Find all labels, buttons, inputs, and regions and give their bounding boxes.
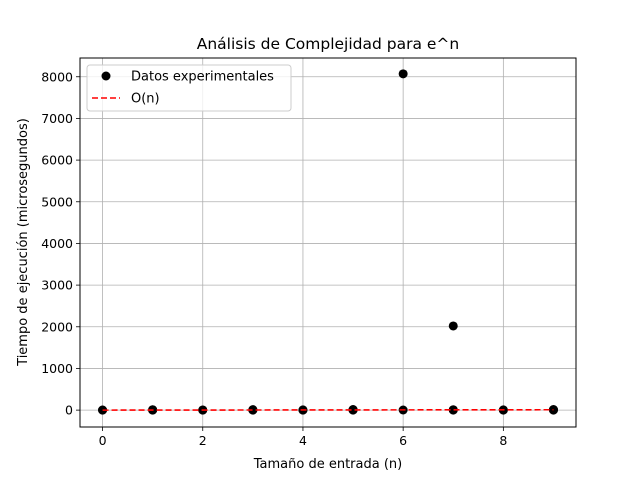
data-point (248, 405, 258, 415)
x-tick-label: 6 (399, 433, 407, 448)
y-axis: 0 1000 2000 3000 4000 5000 6000 7000 8000 (41, 69, 80, 418)
legend: Datos experimentales O(n) (86, 64, 292, 112)
x-axis-label: Tamaño de entrada (n) (253, 457, 402, 472)
data-point (448, 321, 458, 331)
y-axis-label: Tiempo de ejecución (microsegundos) (16, 118, 31, 367)
chart-title: Análisis de Complejidad para e^n (197, 35, 460, 53)
y-tick-label: 3000 (41, 278, 73, 293)
data-point (398, 69, 408, 79)
data-point (448, 405, 458, 415)
y-tick-label: 6000 (41, 153, 73, 168)
plot-area (80, 58, 576, 427)
y-tick-label: 0 (65, 403, 73, 418)
y-tick-label: 1000 (41, 361, 73, 376)
data-point (348, 404, 358, 414)
legend-marker-datos (101, 71, 111, 81)
x-tick-label: 2 (199, 433, 207, 448)
legend-label-datos: Datos experimentales (131, 70, 274, 85)
grid-lines (80, 58, 576, 427)
x-tick-label: 8 (499, 433, 507, 448)
y-tick-label: 2000 (41, 319, 73, 334)
y-tick-label: 7000 (41, 111, 73, 126)
plot-frame (79, 57, 577, 428)
x-tick-label: 0 (99, 433, 107, 448)
x-axis: 0 2 4 6 8 (99, 427, 507, 448)
legend-label-on: O(n) (131, 92, 160, 107)
y-tick-label: 5000 (41, 194, 73, 209)
y-tick-label: 8000 (41, 69, 73, 84)
series-layer (98, 69, 558, 415)
data-point (548, 405, 558, 415)
y-tick-label: 4000 (41, 236, 73, 251)
legend-box (86, 64, 292, 112)
x-tick-label: 4 (299, 433, 307, 448)
